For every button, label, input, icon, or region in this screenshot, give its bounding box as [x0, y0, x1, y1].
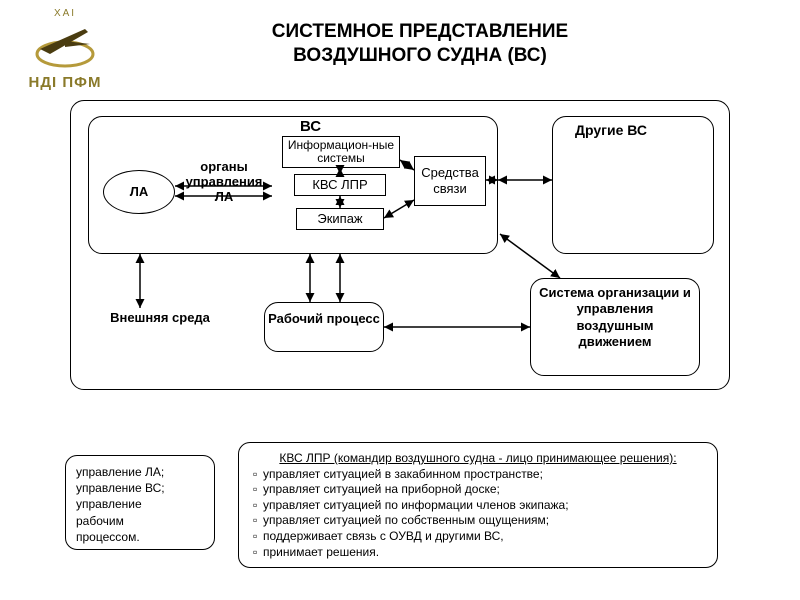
node-la: ЛА: [103, 170, 175, 214]
title-line1: СИСТЕМНОЕ ПРЕДСТАВЛЕНИЕ: [272, 21, 568, 42]
notes-left: управление ЛА; управление ВС; управление…: [65, 455, 215, 550]
node-kvs: КВС ЛПР: [294, 174, 386, 196]
logo-top-text: ХАІ: [20, 8, 110, 19]
logo-icon: [30, 19, 100, 69]
notes-right-title: КВС ЛПР (командир воздушного судна - лиц…: [249, 451, 707, 467]
node-ekipazh: Экипаж: [296, 208, 384, 230]
node-sistema: Система организации и управления воздушн…: [530, 278, 700, 376]
page-title: СИСТЕМНОЕ ПРЕДСТАВЛЕНИЕ ВОЗДУШНОГО СУДНА…: [170, 20, 670, 68]
notes-right-item: ▫управляет ситуацией в закабинном простр…: [267, 467, 707, 483]
logo-bottom-text: НДІ ПФМ: [20, 74, 110, 91]
notes-left-line: рабочим: [76, 513, 204, 529]
node-info: Информацион-ные системы: [282, 136, 400, 168]
logo: ХАІ НДІ ПФМ: [20, 8, 110, 91]
node-rabochiy: Рабочий процесс: [264, 302, 384, 352]
node-organy: органы управления ЛА: [178, 160, 270, 205]
node-sredstva: Средства связи: [414, 156, 486, 206]
notes-left-line: процессом.: [76, 529, 204, 545]
title-line2: ВОЗДУШНОГО СУДНА (ВС): [293, 45, 547, 66]
notes-right: КВС ЛПР (командир воздушного судна - лиц…: [238, 442, 718, 568]
notes-right-item: ▫управляет ситуацией по информации члено…: [267, 498, 707, 514]
notes-right-item: ▫управляет ситуацией на приборной доске;: [267, 482, 707, 498]
page: ХАІ НДІ ПФМ СИСТЕМНОЕ ПРЕДСТАВЛЕНИЕ ВОЗД…: [0, 0, 800, 600]
notes-left-line: управление ЛА;: [76, 464, 204, 480]
notes-left-line: управление: [76, 496, 204, 512]
notes-right-item: ▫управляет ситуацией по собственным ощущ…: [267, 513, 707, 529]
notes-right-item: ▫поддерживает связь с ОУВД и другими ВС,: [267, 529, 707, 545]
notes-left-line: управление ВС;: [76, 480, 204, 496]
other-vs-label: Другие ВС: [575, 122, 647, 138]
notes-right-item: ▫принимает решения.: [267, 545, 707, 561]
node-vneshnyaya: Внешняя среда: [110, 310, 210, 327]
vs-label: ВС: [300, 118, 321, 135]
